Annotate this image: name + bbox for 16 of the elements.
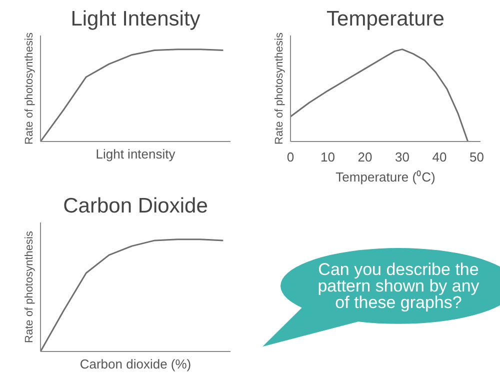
chart-title: Light Intensity xyxy=(70,8,201,30)
y-axis-title: Rate of photosynthesis xyxy=(24,32,36,144)
y-axis-title: Rate of photosynthesis xyxy=(274,32,286,144)
x-tick-label: 50 xyxy=(470,150,484,164)
chart-title: Carbon Dioxide xyxy=(63,194,208,218)
x-axis-title: Temperature (⁰C) xyxy=(336,170,436,184)
x-axis-title: Carbon dioxide (%) xyxy=(80,356,192,372)
y-axis-title: Rate of photosynthesis xyxy=(24,230,36,343)
x-tick-label: 30 xyxy=(395,150,410,164)
x-tick-label: 20 xyxy=(358,150,372,164)
text: Can you describe the pattern shown by any of these graphs? xyxy=(318,260,480,312)
x-tick-label: 10 xyxy=(320,150,335,164)
x-axis-title: Light intensity xyxy=(96,146,176,162)
chart-title: Temperature xyxy=(326,8,444,30)
x-tick-label: 0 xyxy=(286,150,294,164)
x-tick-label: 40 xyxy=(432,150,447,164)
